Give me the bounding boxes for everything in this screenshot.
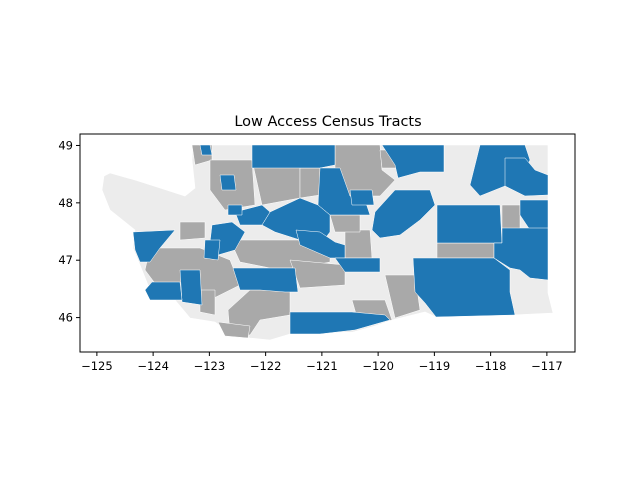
y-tick-label: 46 [58,311,73,325]
x-tick-label: −119 [419,359,451,373]
y-tick-label: 49 [58,138,73,152]
x-tick-label: −120 [362,359,394,373]
x-tick-label: −124 [137,359,169,373]
y-tick-label: 48 [58,196,73,210]
x-axis-ticks: −125 −124 −123 −122 −121 −120 −119 −118 −117 [81,352,563,373]
x-tick-label: −121 [306,359,338,373]
y-axis-ticks: 46 47 48 49 [58,138,80,325]
axes-frame [79,133,576,353]
x-tick-label: −118 [475,359,507,373]
map-title: Low Access Census Tracts [234,114,421,130]
x-tick-label: −122 [250,359,282,373]
low-access-tracts [132,144,549,335]
x-tick-label: −123 [194,359,226,373]
y-tick-label: 47 [58,253,73,267]
washington-census-tract-map [101,144,554,341]
x-tick-label: −125 [81,359,113,373]
x-tick-label: −117 [531,359,563,373]
